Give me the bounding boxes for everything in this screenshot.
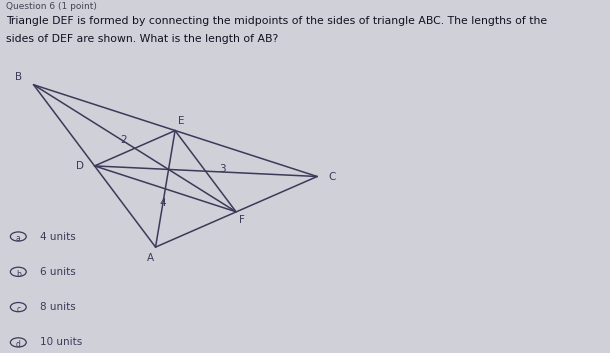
Text: 3: 3	[219, 164, 226, 174]
Text: E: E	[178, 116, 185, 126]
Text: 4: 4	[159, 198, 165, 208]
Text: D: D	[76, 161, 84, 171]
Text: F: F	[239, 215, 245, 225]
Text: Question 6 (1 point): Question 6 (1 point)	[6, 2, 97, 11]
Text: b: b	[16, 270, 21, 279]
Text: 10 units: 10 units	[40, 337, 82, 347]
Text: d: d	[16, 340, 21, 349]
Text: 4 units: 4 units	[40, 232, 76, 241]
Text: 2: 2	[121, 135, 127, 145]
Text: a: a	[16, 234, 21, 244]
Text: 8 units: 8 units	[40, 302, 76, 312]
Text: sides of DEF are shown. What is the length of AB?: sides of DEF are shown. What is the leng…	[6, 34, 278, 43]
Text: C: C	[328, 172, 336, 181]
Text: B: B	[15, 72, 23, 82]
Text: c: c	[16, 305, 20, 314]
Text: 6 units: 6 units	[40, 267, 76, 277]
Text: A: A	[146, 253, 154, 263]
Text: Triangle DEF is formed by connecting the midpoints of the sides of triangle ABC.: Triangle DEF is formed by connecting the…	[6, 16, 547, 26]
